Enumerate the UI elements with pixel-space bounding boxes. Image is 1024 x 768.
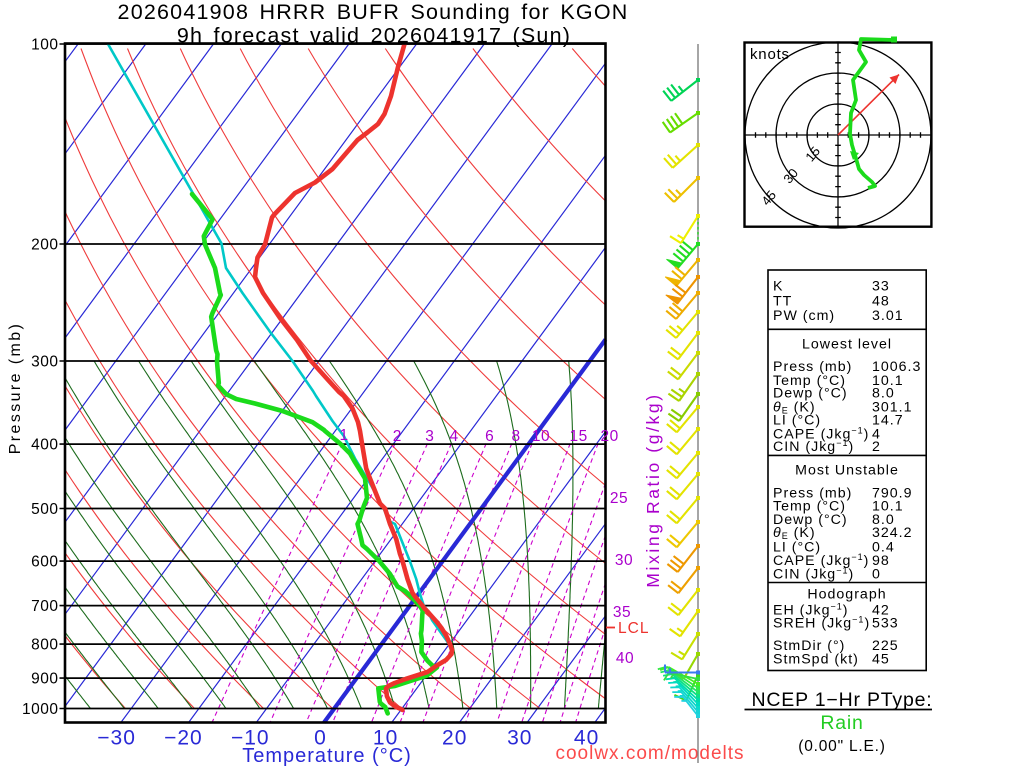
svg-text:LI (°C): LI (°C) <box>773 540 821 556</box>
svg-text:StmSpd (kt): StmSpd (kt) <box>773 652 859 668</box>
svg-text:800: 800 <box>31 637 58 654</box>
svg-text:225: 225 <box>872 638 899 654</box>
svg-text:CIN (Jkg−1): CIN (Jkg−1) <box>773 566 854 583</box>
svg-text:98: 98 <box>872 553 890 569</box>
svg-text:1: 1 <box>339 427 348 444</box>
svg-text:0.4: 0.4 <box>872 540 895 556</box>
svg-text:Lowest level: Lowest level <box>802 337 892 353</box>
svg-text:301.1: 301.1 <box>872 400 913 416</box>
svg-text:8.0: 8.0 <box>872 512 895 528</box>
svg-text:600: 600 <box>31 554 58 571</box>
svg-text:Temperature (°C): Temperature (°C) <box>242 745 412 767</box>
svg-text:30: 30 <box>507 727 532 750</box>
svg-text:EH (Jkg−1): EH (Jkg−1) <box>773 602 848 619</box>
svg-text:Most Unstable: Most Unstable <box>795 463 899 479</box>
svg-text:500: 500 <box>31 501 58 518</box>
svg-text:LCL: LCL <box>618 620 649 637</box>
svg-text:2: 2 <box>872 439 881 455</box>
svg-text:35: 35 <box>613 604 631 621</box>
svg-text:Dewp (°C): Dewp (°C) <box>773 512 848 528</box>
svg-text:PW (cm): PW (cm) <box>773 308 835 324</box>
svg-text:θE (K): θE (K) <box>773 525 816 541</box>
svg-text:45: 45 <box>872 652 890 668</box>
svg-text:−30: −30 <box>97 727 136 750</box>
svg-text:0: 0 <box>872 567 881 583</box>
svg-text:−10: −10 <box>231 727 270 750</box>
svg-text:42: 42 <box>872 603 890 619</box>
svg-text:1000: 1000 <box>22 701 58 718</box>
svg-text:3.01: 3.01 <box>872 308 904 324</box>
svg-text:Rain: Rain <box>820 712 863 734</box>
svg-text:SREH (Jkg−1): SREH (Jkg−1) <box>773 615 870 632</box>
svg-text:10.1: 10.1 <box>872 499 904 515</box>
svg-text:2: 2 <box>393 428 402 445</box>
svg-text:15: 15 <box>569 428 587 445</box>
svg-text:8.0: 8.0 <box>872 386 895 402</box>
svg-text:−20: −20 <box>164 727 203 750</box>
svg-text:3: 3 <box>425 428 434 445</box>
svg-text:6: 6 <box>485 428 494 445</box>
svg-text:300: 300 <box>31 354 58 371</box>
svg-text:Press (mb): Press (mb) <box>773 486 852 502</box>
svg-text:14.7: 14.7 <box>872 413 904 429</box>
svg-text:8: 8 <box>512 428 521 445</box>
svg-text:Pressure (mb): Pressure (mb) <box>7 322 24 455</box>
svg-text:Dewp (°C): Dewp (°C) <box>773 386 848 402</box>
svg-text:9h forecast valid 2026041917 (: 9h forecast valid 2026041917 (Sun) <box>177 24 571 48</box>
svg-text:48: 48 <box>872 294 890 310</box>
svg-text:1006.3: 1006.3 <box>872 359 921 375</box>
svg-text:10.1: 10.1 <box>872 373 904 389</box>
svg-text:0: 0 <box>314 727 327 750</box>
svg-text:Hodograph: Hodograph <box>807 587 886 603</box>
svg-text:CAPE (Jkg−1): CAPE (Jkg−1) <box>773 426 869 443</box>
svg-text:Temp (°C): Temp (°C) <box>773 373 846 389</box>
svg-text:533: 533 <box>872 616 899 632</box>
svg-text:4: 4 <box>872 427 881 443</box>
svg-text:400: 400 <box>31 437 58 454</box>
svg-text:700: 700 <box>31 598 58 615</box>
svg-text:Mixing Ratio (g/kg): Mixing Ratio (g/kg) <box>643 392 663 587</box>
svg-text:(0.00" L.E.): (0.00" L.E.) <box>798 738 885 755</box>
svg-text:LI (°C): LI (°C) <box>773 413 821 429</box>
svg-text:2026041908 HRRR BUFR Sounding: 2026041908 HRRR BUFR Sounding for KGON <box>118 0 629 24</box>
svg-text:25: 25 <box>610 490 628 507</box>
svg-text:Temp (°C): Temp (°C) <box>773 499 846 515</box>
svg-text:4: 4 <box>450 428 459 445</box>
svg-text:CAPE (Jkg−1): CAPE (Jkg−1) <box>773 552 869 569</box>
svg-text:790.9: 790.9 <box>872 486 913 502</box>
svg-text:20: 20 <box>600 428 618 445</box>
svg-text:StmDir (°): StmDir (°) <box>773 638 845 654</box>
svg-text:15: 15 <box>802 144 823 165</box>
svg-text:900: 900 <box>31 671 58 688</box>
svg-text:NCEP 1−Hr PType:: NCEP 1−Hr PType: <box>752 689 933 711</box>
svg-text:TT: TT <box>773 294 792 310</box>
svg-text:20: 20 <box>442 727 467 750</box>
svg-text:200: 200 <box>31 237 58 254</box>
svg-text:10: 10 <box>373 727 398 750</box>
svg-text:Press (mb): Press (mb) <box>773 359 852 375</box>
svg-text:324.2: 324.2 <box>872 525 913 541</box>
svg-text:40: 40 <box>616 650 634 667</box>
svg-text:coolwx.com/modelts: coolwx.com/modelts <box>555 743 744 764</box>
svg-text:100: 100 <box>31 37 58 54</box>
svg-text:K: K <box>773 279 783 295</box>
svg-text:40: 40 <box>574 727 599 750</box>
svg-text:33: 33 <box>872 279 890 295</box>
svg-text:CIN (Jkg−1): CIN (Jkg−1) <box>773 438 854 455</box>
svg-text:30: 30 <box>615 552 633 569</box>
svg-text:knots: knots <box>750 46 790 63</box>
svg-text:10: 10 <box>532 428 550 445</box>
svg-text:θE (K): θE (K) <box>773 400 816 416</box>
